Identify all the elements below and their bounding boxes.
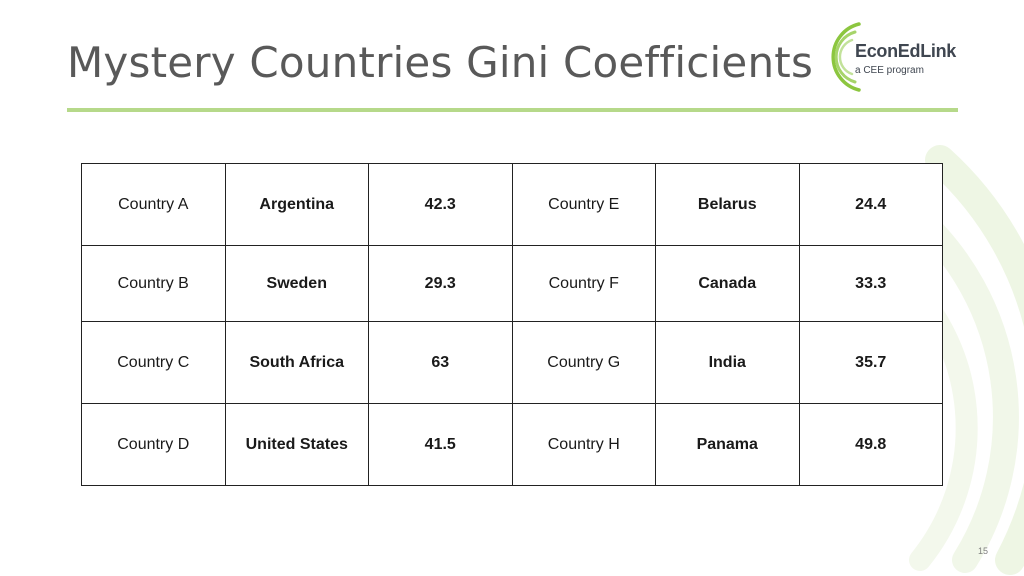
- country-code-cell: Country E: [511, 163, 656, 246]
- table-row: Country C South Africa 63 Country G Indi…: [81, 321, 943, 404]
- country-code-cell: Country H: [511, 403, 656, 486]
- slide-title: Mystery Countries Gini Coefficients: [67, 38, 814, 87]
- page-number: 15: [977, 546, 988, 556]
- table-row: Country A Argentina 42.3 Country E Belar…: [81, 163, 943, 246]
- gini-coefficients-table: Country A Argentina 42.3 Country E Belar…: [81, 163, 943, 486]
- econedlink-logo: EconEdLink a CEE program: [815, 18, 975, 96]
- country-name-cell: India: [655, 321, 800, 404]
- gini-value-cell: 29.3: [368, 245, 513, 322]
- gini-value-cell: 24.4: [798, 163, 943, 246]
- country-name-cell: Panama: [655, 403, 800, 486]
- country-code-cell: Country C: [81, 321, 226, 404]
- country-name-cell: Canada: [655, 245, 800, 322]
- logo-wordmark: EconEdLink: [855, 41, 957, 61]
- gini-value-cell: 35.7: [798, 321, 943, 404]
- country-code-cell: Country F: [511, 245, 656, 322]
- gini-value-cell: 63: [368, 321, 513, 404]
- country-name-cell: Belarus: [655, 163, 800, 246]
- gini-value-cell: 33.3: [798, 245, 943, 322]
- country-name-cell: South Africa: [224, 321, 369, 404]
- country-name-cell: Argentina: [224, 163, 369, 246]
- table-row: Country B Sweden 29.3 Country F Canada 3…: [81, 245, 943, 322]
- country-code-cell: Country A: [81, 163, 226, 246]
- logo-arc-icon: [831, 22, 861, 92]
- gini-value-cell: 49.8: [798, 403, 943, 486]
- country-name-cell: Sweden: [224, 245, 369, 322]
- country-code-cell: Country B: [81, 245, 226, 322]
- logo-tagline: a CEE program: [855, 65, 924, 76]
- title-underline-divider: [67, 108, 958, 112]
- gini-value-cell: 41.5: [368, 403, 513, 486]
- table-row: Country D United States 41.5 Country H P…: [81, 403, 943, 486]
- country-code-cell: Country G: [511, 321, 656, 404]
- country-code-cell: Country D: [81, 403, 226, 486]
- gini-value-cell: 42.3: [368, 163, 513, 246]
- country-name-cell: United States: [224, 403, 369, 486]
